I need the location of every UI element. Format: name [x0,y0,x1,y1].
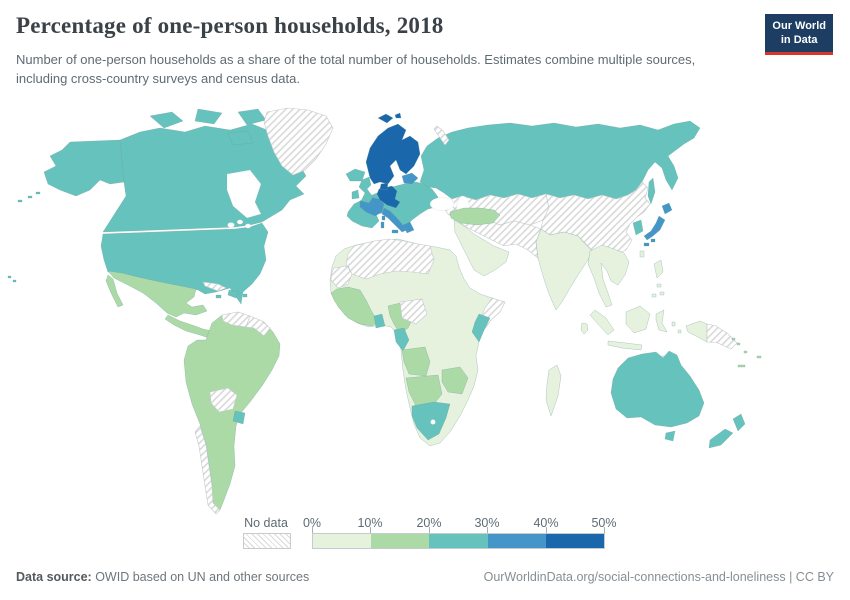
region-india[interactable] [535,228,593,311]
legend-no-data-label: No data [244,516,288,530]
region-hispaniola[interactable] [227,289,240,299]
legend-tick-label-10: 10% [357,516,383,530]
black-sea-water [429,197,455,211]
region-germany-alpine[interactable] [376,185,401,209]
region-russia[interactable] [419,120,701,201]
region-arabian-peninsula[interactable] [453,219,510,277]
region-scandinavia[interactable] [365,123,421,185]
region-greenland[interactable] [263,107,334,176]
region-guyanas[interactable] [245,315,271,337]
region-united-kingdom[interactable] [358,176,374,204]
world-map [7,107,762,515]
region-chile[interactable] [194,425,221,515]
data-source-label: Data source: [16,570,92,584]
great-lakes-water [227,222,235,228]
region-baja-california[interactable] [105,274,124,308]
region-puerto-rico[interactable] [242,293,248,298]
region-novaya-zemlya[interactable] [433,125,450,146]
region-southeast-asia[interactable] [587,244,630,308]
legend-tick [546,527,547,534]
region-pacific-islands[interactable] [731,337,762,368]
legend-tick-label-50: 50% [591,516,617,530]
region-hawaii[interactable] [7,275,17,283]
region-mexico[interactable] [107,270,208,318]
region-tasmania[interactable] [664,430,676,442]
region-taiwan[interactable] [639,250,645,258]
legend-band-40-50[interactable] [545,534,605,548]
region-aleutian-islands[interactable] [17,191,41,203]
region-denmark[interactable] [379,182,389,191]
great-lakes-water [236,219,244,225]
region-gabon-congo[interactable] [393,327,410,352]
region-madagascar[interactable] [545,364,562,417]
legend-band-30-40[interactable] [487,534,546,548]
region-svalbard[interactable] [377,112,402,124]
region-australia[interactable] [610,350,705,428]
legend-tick [370,527,371,534]
legend-tick [604,527,605,534]
owid-logo-line2: in Data [780,34,818,47]
legend-tick [312,527,313,534]
region-bolivia-paraguay[interactable] [209,387,238,413]
region-corsica-sardinia[interactable] [380,215,386,229]
data-source-text: OWID based on UN and other sources [91,570,310,584]
region-papua-new-guinea[interactable] [706,323,738,350]
region-philippines[interactable] [651,259,665,298]
region-jamaica[interactable] [215,294,222,299]
region-new-zealand[interactable] [708,413,746,449]
legend-tick [487,527,488,534]
owid-logo-line1: Our World [772,20,826,32]
region-cuba[interactable] [202,281,227,292]
legend-band-0-10[interactable] [313,534,372,548]
region-uruguay[interactable] [232,410,246,425]
region-zimbabwe-mozambique[interactable] [441,366,469,395]
region-sakhalin[interactable] [647,177,656,205]
region-sri-lanka[interactable] [580,322,589,335]
region-south-america[interactable] [183,311,281,511]
region-new-guinea-west[interactable] [685,320,708,343]
legend-tick-label-0: 0% [302,516,322,530]
region-sicily[interactable] [391,229,399,234]
lesotho-water-dot [430,419,436,425]
region-turkey[interactable] [449,207,501,226]
region-greece[interactable] [402,221,415,234]
page-title: Percentage of one-person households, 201… [16,13,444,38]
legend-tick [429,527,430,534]
region-japan[interactable] [643,202,673,247]
region-north-africa-sahara[interactable] [330,238,435,289]
owid-url-link[interactable]: OurWorldinData.org/social-connections-an… [483,570,834,584]
legend-tick-label-40: 40% [533,516,559,530]
legend-color-bar [312,533,605,549]
legend-no-data-swatch[interactable] [243,533,291,549]
region-indonesia[interactable] [589,305,682,359]
data-source-note: Data source: OWID based on UN and other … [16,570,309,584]
great-lakes-water [244,223,252,229]
region-kenya[interactable] [471,313,491,343]
legend-band-20-30[interactable] [429,534,488,548]
legend-tick-label-30: 30% [474,516,500,530]
region-baltics[interactable] [401,172,419,185]
region-alaska[interactable] [43,139,125,197]
region-ireland[interactable] [351,189,360,200]
hudson-bay-water [226,169,262,219]
chart-subtitle: Number of one-person households as a sha… [16,52,696,86]
region-south-korea[interactable] [632,219,644,236]
legend-tick-label-20: 20% [416,516,442,530]
legend-band-10-20[interactable] [371,534,430,548]
owid-logo[interactable]: Our World in Data [765,14,833,55]
region-ghana[interactable] [373,313,386,329]
region-canada-arctic-islands[interactable] [149,108,267,146]
region-south-sudan[interactable] [399,298,428,325]
region-iceland[interactable] [345,168,366,182]
